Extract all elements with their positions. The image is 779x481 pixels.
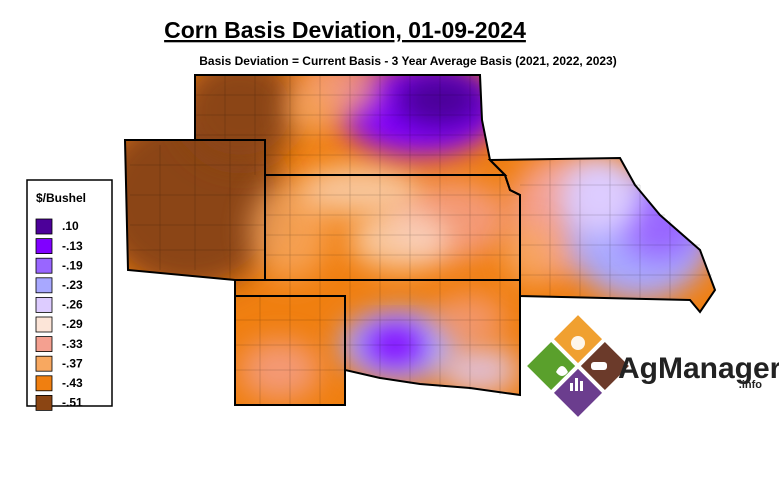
legend-label: -.43: [62, 376, 83, 390]
legend-swatch: [35, 375, 53, 392]
shade: [505, 225, 555, 285]
legend-label: -.13: [62, 239, 83, 253]
shade: [285, 85, 335, 135]
legend-swatch: [35, 238, 53, 255]
shade: [435, 295, 505, 345]
shade: [560, 155, 640, 235]
legend-swatch: [35, 277, 53, 294]
legend-label: -.29: [62, 317, 83, 331]
logo-name: AgManager: [618, 352, 779, 385]
legend-swatch: [35, 218, 53, 235]
logo: AgManager .info: [527, 315, 779, 417]
logo-suffix: .info: [739, 379, 762, 391]
shade: [440, 345, 520, 395]
legend-swatch: [35, 355, 53, 372]
legend-swatch: [35, 257, 53, 274]
legend-label: -.26: [62, 298, 83, 312]
shade: [395, 75, 485, 128]
legend: .10 -.13 -.19 -.23 -.26 -.29 -.33 -.37 -.43 -.51: [35, 218, 83, 411]
legend-label: .10: [62, 219, 79, 233]
legend-title: $/Bushel: [36, 191, 86, 205]
shade: [300, 165, 420, 215]
map-subtitle: Basis Deviation = Current Basis - 3 Year…: [199, 54, 616, 68]
legend-label: -.37: [62, 356, 83, 370]
legend-label: -.51: [62, 396, 83, 410]
legend-swatch: [35, 336, 53, 353]
legend-label: -.33: [62, 337, 83, 351]
shade: [240, 340, 320, 400]
map-title: Corn Basis Deviation, 01-09-2024: [164, 17, 526, 43]
shade: [180, 75, 300, 165]
legend-label: -.23: [62, 278, 83, 292]
legend-label: -.19: [62, 258, 83, 272]
shade: [365, 325, 425, 365]
state-borders: [123, 74, 717, 406]
legend-swatch: [35, 316, 53, 333]
shade: [350, 210, 450, 270]
legend-swatch: [35, 296, 53, 313]
shade: [250, 180, 330, 280]
county-grid: [130, 75, 712, 405]
legend-swatch: [35, 394, 53, 411]
